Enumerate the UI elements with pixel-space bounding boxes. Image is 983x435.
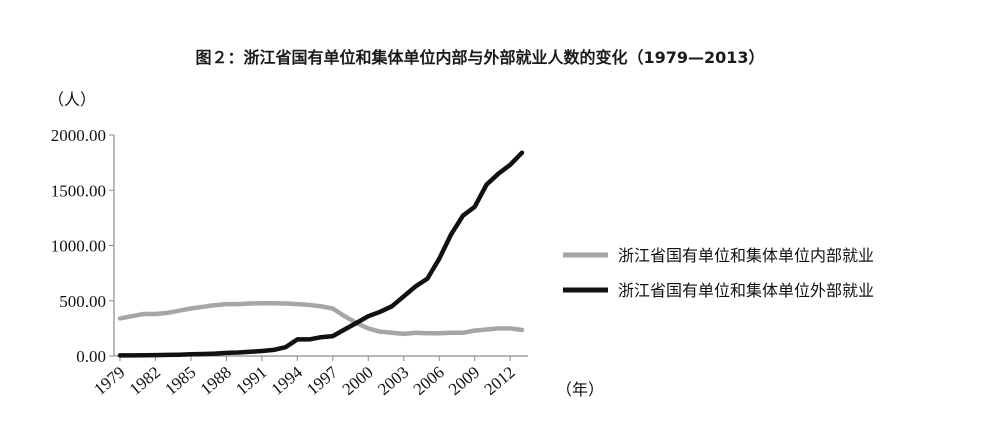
x-tick-label: 1988 xyxy=(197,363,235,399)
x-tick-labels: 1979198219851988199119941997200020032006… xyxy=(90,362,518,399)
y-tick-label: 0.00 xyxy=(76,347,106,366)
legend-label-2: 浙江省国有单位和集体单位外部就业 xyxy=(618,281,874,300)
y-tick-label: 2000.00 xyxy=(51,126,106,145)
x-tick-label: 1997 xyxy=(303,362,342,399)
y-tick-label: 1500.00 xyxy=(51,181,106,200)
x-tick-label: 2012 xyxy=(480,363,518,399)
x-tick-label: 2003 xyxy=(374,363,412,399)
series-line-2 xyxy=(117,150,525,358)
y-tick-label: 1000.00 xyxy=(51,237,106,256)
x-tick-label: 2006 xyxy=(410,363,448,399)
chart-title: 图２：浙江省国有单位和集体单位内部与外部就业人数的变化（1979—2013） xyxy=(195,48,764,67)
legend-label-1: 浙江省国有单位和集体单位内部就业 xyxy=(618,246,874,265)
series-lines xyxy=(117,150,525,358)
y-tick-labels: 2000.00 1500.00 1000.00 500.00 0.00 xyxy=(51,126,106,366)
axes xyxy=(109,134,528,361)
x-tick-label: 2009 xyxy=(445,363,483,399)
y-axis-unit-label: （人） xyxy=(48,90,96,109)
x-tick-label: 1991 xyxy=(232,363,270,399)
x-tick-label: 1994 xyxy=(268,362,307,399)
x-tick-label: 1979 xyxy=(90,363,128,399)
x-axis-unit-label: （年） xyxy=(556,380,604,399)
series-line-1 xyxy=(117,300,525,337)
x-tick-label: 1982 xyxy=(126,363,164,399)
y-tick-label: 500.00 xyxy=(59,292,106,311)
x-tick-label: 2000 xyxy=(339,363,377,399)
x-tick-label: 1985 xyxy=(161,363,199,399)
